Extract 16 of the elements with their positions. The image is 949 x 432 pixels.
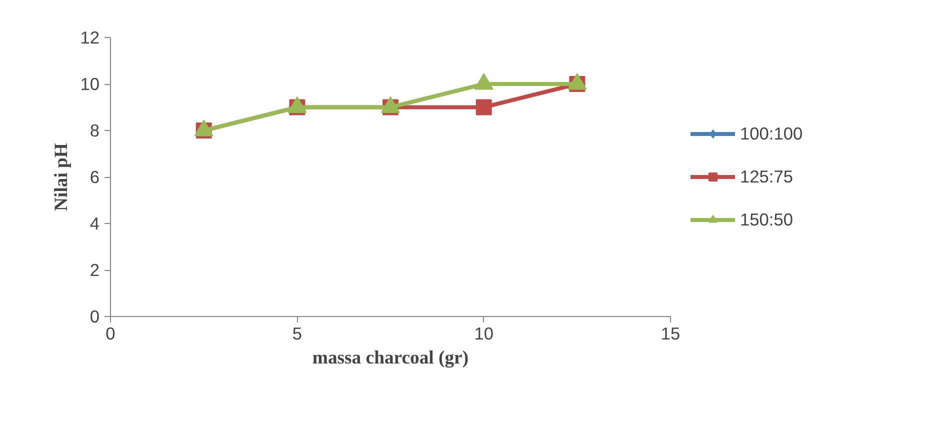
y-tick-label: 6 [90, 167, 100, 187]
y-tick-label: 12 [80, 28, 100, 48]
y-tick-label: 4 [90, 214, 100, 234]
y-tick-label: 10 [80, 74, 100, 94]
x-tick-label: 0 [106, 324, 116, 344]
legend-label: 100:100 [740, 123, 803, 144]
x-tick-label: 5 [292, 324, 302, 344]
y-tick-label: 2 [90, 260, 100, 280]
legend-label: 150:50 [740, 209, 793, 230]
y-axis-title: Nilai pH [51, 142, 72, 211]
x-axis-title: massa charcoal (gr) [312, 348, 469, 368]
y-tick-label: 8 [90, 120, 100, 140]
y-tick-label: 0 [90, 306, 100, 326]
x-tick-label: 15 [660, 324, 680, 344]
x-tick-label: 10 [474, 324, 494, 344]
legend-label: 125:75 [740, 166, 793, 187]
